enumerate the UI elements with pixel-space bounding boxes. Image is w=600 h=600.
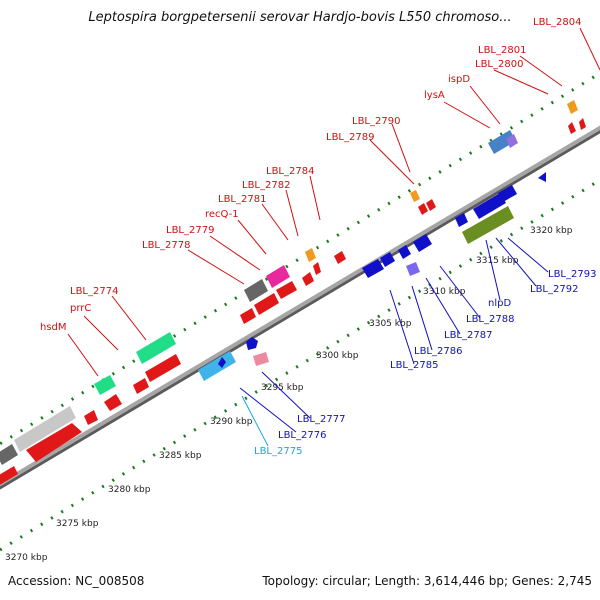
scale-tick-label: 3310 kbp <box>423 287 466 297</box>
gene-reverse-arrow[interactable] <box>538 172 546 182</box>
gene-block[interactable] <box>410 190 420 202</box>
reverse-genes <box>198 172 546 381</box>
scale-tick-label: 3295 kbp <box>261 383 304 393</box>
gene-forward-arrow[interactable] <box>579 118 586 130</box>
forward-gene-label: lysA <box>424 90 445 101</box>
forward-gene-label: LBL_2801 <box>478 45 526 56</box>
forward-gene-label: LBL_2782 <box>242 180 290 191</box>
forward-gene-label: LBL_2778 <box>142 240 190 251</box>
scale-tick-label: 3275 kbp <box>56 519 99 529</box>
gene-reverse-arrow[interactable] <box>246 337 258 350</box>
forward-gene-label: LBL_2800 <box>475 59 523 70</box>
gene-reverse-arrow[interactable] <box>218 357 226 368</box>
gene-block[interactable] <box>198 351 236 381</box>
gene-block[interactable] <box>14 406 76 452</box>
gene-block[interactable] <box>488 130 516 154</box>
gene-forward-arrow[interactable] <box>145 354 181 382</box>
reverse-gene-label: LBL_2792 <box>530 284 578 295</box>
gene-block[interactable] <box>253 352 269 366</box>
forward-colored-genes <box>0 100 578 465</box>
gene-forward-arrow[interactable] <box>240 308 256 324</box>
forward-gene-label: ispD <box>448 74 470 85</box>
forward-gene-label: hsdM <box>40 322 67 333</box>
gene-forward-arrow[interactable] <box>568 122 576 134</box>
gene-forward-arrow[interactable] <box>313 262 321 275</box>
reverse-gene-label: LBL_2787 <box>444 330 492 341</box>
gene-forward-arrow[interactable] <box>104 394 122 411</box>
gene-block[interactable] <box>567 100 578 114</box>
reverse-gene-label: LBL_2775 <box>254 446 302 457</box>
forward-gene-label: prrC <box>70 303 91 314</box>
forward-gene-label: LBL_2804 <box>533 17 581 28</box>
reverse-leader-lines <box>239 237 549 447</box>
forward-leader-lines <box>67 27 600 377</box>
gene-block[interactable] <box>506 134 518 148</box>
reverse-gene-label: LBL_2777 <box>297 414 345 425</box>
reverse-gene-label: LBL_2786 <box>414 346 462 357</box>
gene-reverse-arrow[interactable] <box>380 252 395 267</box>
forward-gene-label: recQ-1 <box>205 209 239 220</box>
forward-gene-label: LBL_2789 <box>326 132 374 143</box>
forward-gene-label: LBL_2779 <box>166 225 214 236</box>
scale-tick-label: 3290 kbp <box>210 417 253 427</box>
scale-tick-label: 3270 kbp <box>5 553 48 563</box>
gene-block[interactable] <box>305 248 316 262</box>
genome-title: Leptospira borgpetersenii serovar Hardjo… <box>88 10 512 25</box>
gene-reverse-arrow[interactable] <box>473 193 506 219</box>
forward-genes <box>0 118 586 486</box>
gene-block[interactable] <box>136 332 176 364</box>
gene-reverse-arrow[interactable] <box>455 213 468 227</box>
reverse-gene-label: LBL_2776 <box>278 430 326 441</box>
accession-text: Accession: NC_008508 <box>8 574 145 588</box>
gene-forward-arrow[interactable] <box>254 293 279 315</box>
scale-tick-label: 3305 kbp <box>369 319 412 329</box>
reverse-gene-label: nlpD <box>488 298 511 309</box>
gene-reverse-arrow[interactable] <box>398 245 411 259</box>
forward-tick-line <box>0 71 600 446</box>
scale-tick-label: 3285 kbp <box>159 451 202 461</box>
gene-forward-arrow[interactable] <box>133 378 149 394</box>
gene-forward-arrow[interactable] <box>334 251 346 264</box>
gene-forward-arrow[interactable] <box>84 410 98 425</box>
gene-block[interactable] <box>266 265 290 288</box>
gene-forward-arrow[interactable] <box>26 423 82 462</box>
scale-ticks: 3270 kbp 3275 kbp 3280 kbp 3285 kbp 3290 kbp… <box>5 226 573 563</box>
reverse-gene-labels: LBL_2775 LBL_2776 LBL_2777 LBL_2785 LBL_2786… <box>254 269 596 457</box>
forward-gene-label: LBL_2790 <box>352 116 400 127</box>
gene-forward-arrow[interactable] <box>418 203 428 215</box>
reverse-gene-label: LBL_2785 <box>390 360 438 371</box>
scale-tick-label: 3315 kbp <box>476 256 519 266</box>
backbone <box>0 125 600 487</box>
gene-forward-arrow[interactable] <box>0 466 18 486</box>
gene-block[interactable] <box>244 279 268 302</box>
gene-block[interactable] <box>94 375 116 395</box>
gene-block[interactable] <box>462 206 514 244</box>
forward-gene-label: LBL_2781 <box>218 194 266 205</box>
gene-reverse-arrow[interactable] <box>362 259 384 278</box>
forward-gene-label: LBL_2784 <box>266 166 314 177</box>
gene-reverse-arrow[interactable] <box>498 185 517 202</box>
scale-tick-label: 3300 kbp <box>316 351 359 361</box>
gene-block[interactable] <box>0 444 18 465</box>
gene-reverse-arrow[interactable] <box>413 234 432 252</box>
genome-summary-text: Topology: circular; Length: 3,614,446 bp… <box>262 574 592 588</box>
gene-block[interactable] <box>406 262 420 276</box>
reverse-gene-label: LBL_2788 <box>466 314 514 325</box>
gene-forward-arrow[interactable] <box>302 272 314 286</box>
reverse-gene-label: LBL_2793 <box>548 269 596 280</box>
gene-forward-arrow[interactable] <box>426 199 436 211</box>
forward-gene-label: LBL_2774 <box>70 286 118 297</box>
scale-tick-label: 3320 kbp <box>530 226 573 236</box>
gene-forward-arrow[interactable] <box>276 281 297 299</box>
scale-tick-label: 3280 kbp <box>108 485 151 495</box>
